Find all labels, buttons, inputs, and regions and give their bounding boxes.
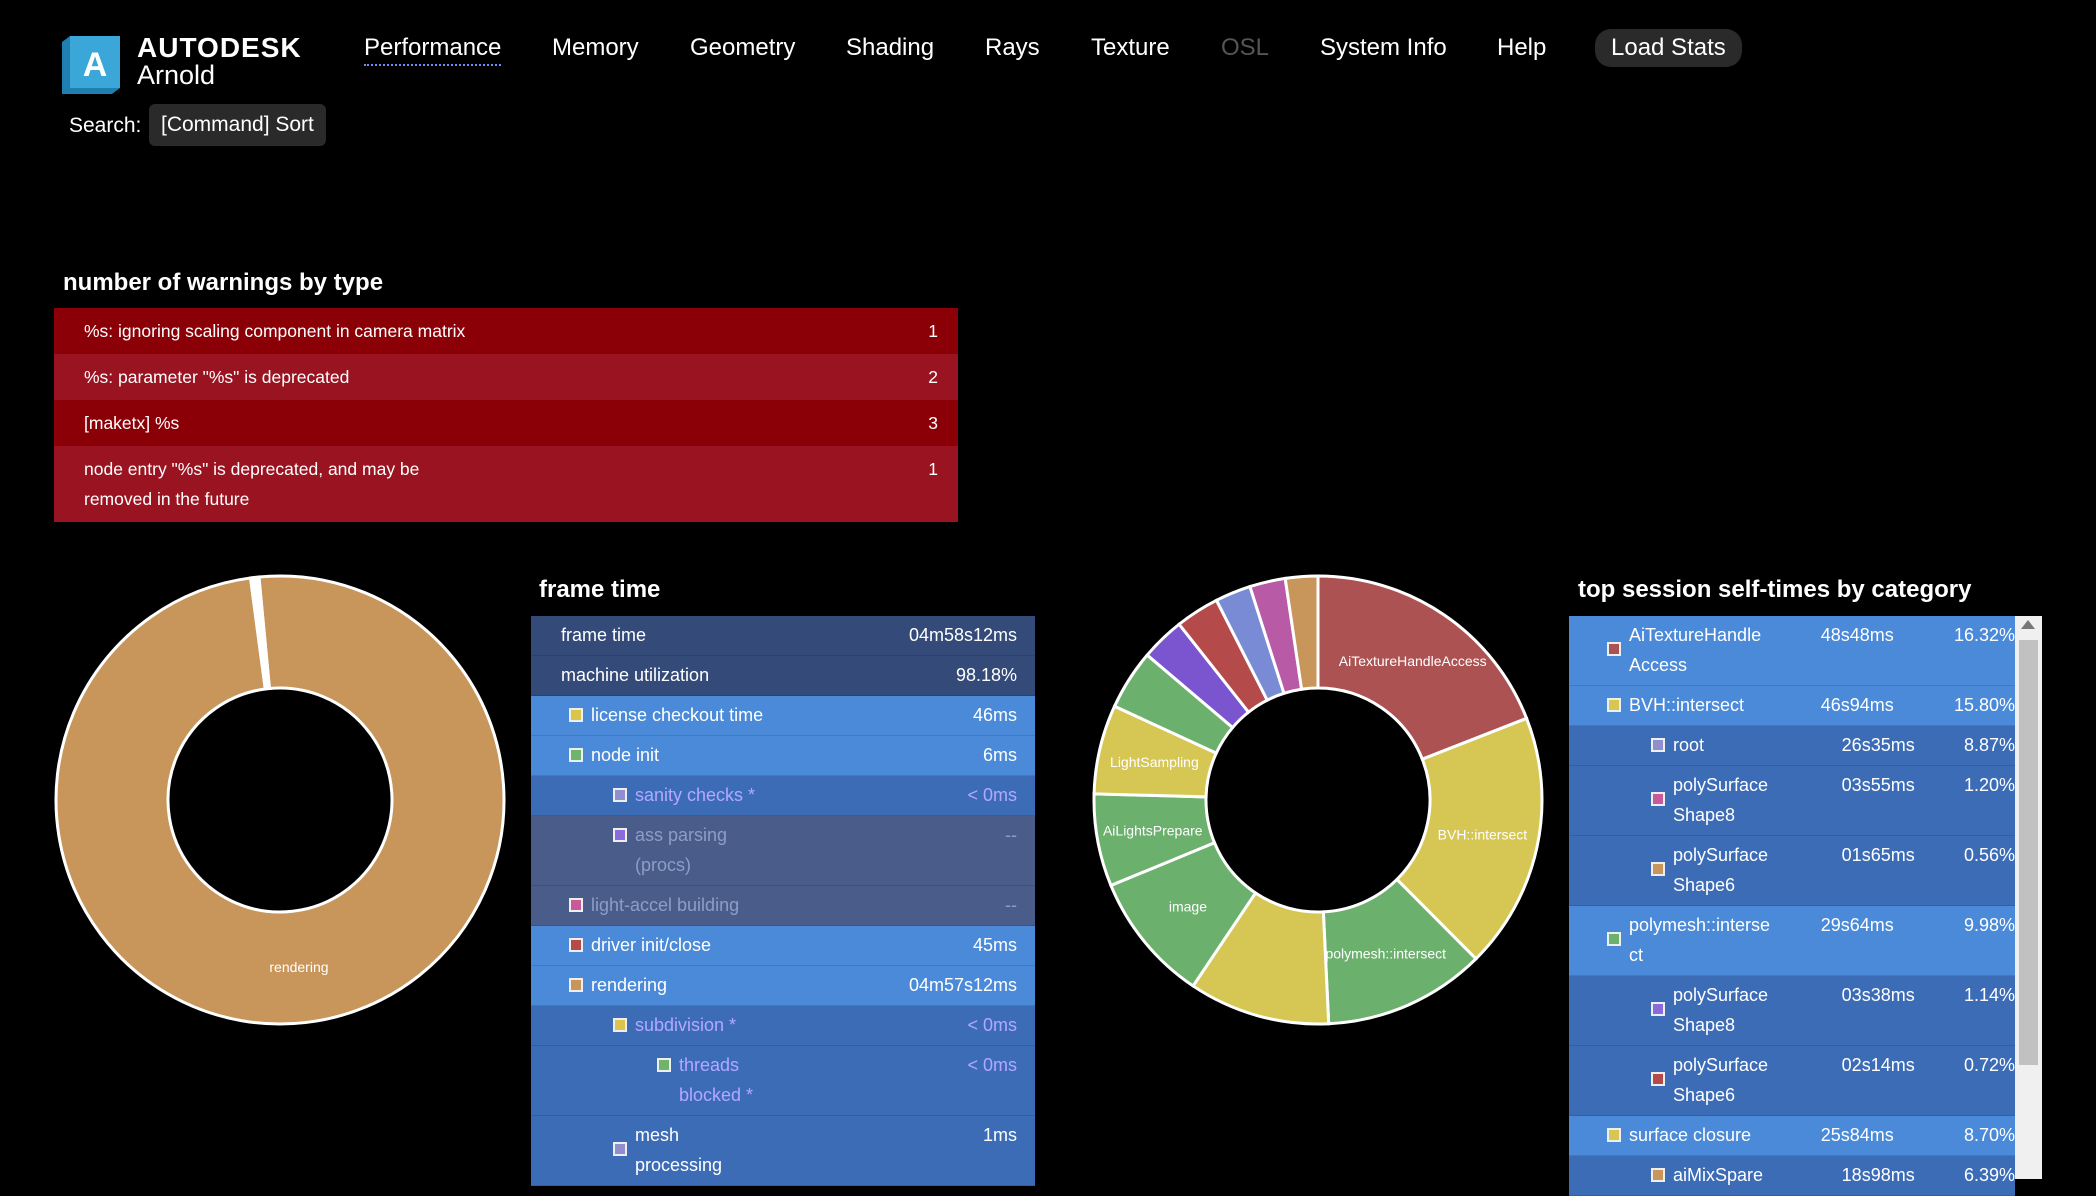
table-row[interactable]: BVH::intersect 46s94ms 15.80% [1569,686,2015,726]
legend-swatch [1651,792,1665,806]
nav-texture[interactable]: Texture [1091,34,1170,61]
nav-help[interactable]: Help [1497,34,1547,61]
table-row[interactable]: polySurface Shape8 03s55ms 1.20% [1569,766,2015,836]
nav-rays[interactable]: Rays [985,34,1040,61]
slice-label: LightSampling [1110,754,1199,770]
legend-swatch [569,978,583,992]
legend-swatch [1607,932,1621,946]
slice-label: polymesh::intersect [1325,946,1446,962]
legend-swatch [1651,1168,1665,1182]
nav-performance[interactable]: Performance [364,34,502,66]
nav-osl: OSL [1221,34,1270,61]
table-row: machine utilization 98.18% [531,656,1035,696]
legend-swatch [569,898,583,912]
legend-swatch [1651,738,1665,752]
warning-row: [maketx] %s 3 [54,400,958,446]
slice-label: AiLightsPrepare [1103,822,1203,838]
top-session-table: AiTextureHandle Access 48s48ms 16.32% BV… [1569,616,2015,1196]
donut-slice[interactable] [248,575,272,691]
donut-slice[interactable] [1283,574,1320,691]
slice-label: BVH::intersect [1438,827,1528,843]
load-stats-button[interactable]: Load Stats [1595,29,1742,67]
nav-geometry[interactable]: Geometry [690,34,796,61]
table-row[interactable]: threads blocked * < 0ms [531,1046,1035,1116]
legend-swatch [1607,642,1621,656]
warning-row: node entry "%s" is deprecated, and may b… [54,446,958,522]
legend-swatch [569,938,583,952]
table-row[interactable]: node init 6ms [531,736,1035,776]
scroll-up-arrow-icon[interactable] [2021,620,2035,629]
table-row[interactable]: ass parsing (procs) -- [531,816,1035,886]
search-label: Search: [69,114,142,137]
donut-slice[interactable] [54,574,506,1026]
table-row[interactable]: AiTextureHandle Access 48s48ms 16.32% [1569,616,2015,686]
table-row: frame time 04m58s12ms [531,616,1035,656]
search-input[interactable]: [Command] Sort [149,104,326,146]
frame-time-donut-chart: rendering [54,574,506,1026]
legend-swatch [613,828,627,842]
nav-system-info[interactable]: System Info [1320,34,1447,61]
frame-time-title: frame time [539,576,661,603]
legend-swatch [569,708,583,722]
table-row[interactable]: sanity checks * < 0ms [531,776,1035,816]
slice-label: rendering [269,959,328,975]
table-row[interactable]: light-accel building -- [531,886,1035,926]
scrollbar-thumb[interactable] [2019,640,2038,1065]
legend-swatch [1607,698,1621,712]
donut-slice[interactable] [1316,574,1529,762]
legend-swatch [613,1142,627,1156]
table-row[interactable]: polySurface Shape8 03s38ms 1.14% [1569,976,2015,1046]
legend-swatch [569,748,583,762]
warning-row: %s: ignoring scaling component in camera… [54,308,958,354]
legend-swatch [1651,1002,1665,1016]
nav-shading[interactable]: Shading [846,34,935,61]
warnings-table: %s: ignoring scaling component in camera… [54,308,958,522]
table-row[interactable]: driver init/close 45ms [531,926,1035,966]
product-name: Arnold [137,60,216,90]
table-row[interactable]: aiMixSpare 18s98ms 6.39% [1569,1156,2015,1196]
nav-memory[interactable]: Memory [552,34,639,61]
slice-label: AiTextureHandleAccess [1339,653,1487,669]
table-row[interactable]: rendering 04m57s12ms [531,966,1035,1006]
legend-swatch [657,1058,671,1072]
legend-swatch [1651,862,1665,876]
legend-swatch [613,1018,627,1032]
table-row[interactable]: mesh processing 1ms [531,1116,1035,1186]
table-row[interactable]: root 26s35ms 8.87% [1569,726,2015,766]
table-row[interactable]: polySurface Shape6 02s14ms 0.72% [1569,1046,2015,1116]
frame-time-table: frame time 04m58s12ms machine utilizatio… [531,616,1035,1186]
table-row[interactable]: polymesh::interse ct 29s64ms 9.98% [1569,906,2015,976]
brand-name: AUTODESK [137,32,302,63]
table-row[interactable]: surface closure 25s84ms 8.70% [1569,1116,2015,1156]
table-row[interactable]: license checkout time 46ms [531,696,1035,736]
table-row[interactable]: subdivision * < 0ms [531,1006,1035,1046]
autodesk-logo-icon: A [62,36,120,94]
table-row[interactable]: polySurface Shape6 01s65ms 0.56% [1569,836,2015,906]
slice-label: image [1169,898,1207,914]
logo-mark: A [83,46,108,84]
warning-row: %s: parameter "%s" is deprecated 2 [54,354,958,400]
donut-slice[interactable] [1394,716,1544,961]
warnings-title: number of warnings by type [63,269,384,296]
top-session-title: top session self-times by category [1578,576,1972,603]
legend-swatch [1651,1072,1665,1086]
session-time-donut-chart: AiTextureHandleAccessBVH::intersectpolym… [1092,574,1544,1026]
legend-swatch [1607,1128,1621,1142]
legend-swatch [613,788,627,802]
